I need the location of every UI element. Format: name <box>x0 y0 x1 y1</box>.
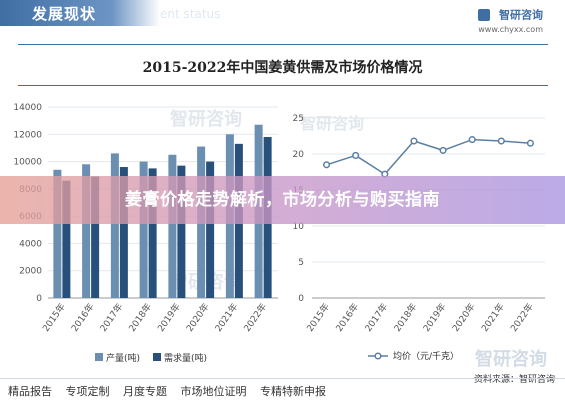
legend-swatch <box>374 352 382 360</box>
legend-label: 需求量(吨) <box>164 352 207 364</box>
header-ghost-text: ent status <box>160 7 221 21</box>
y-tick-label: 14000 <box>13 103 42 113</box>
x-tick-label: 2022年 <box>508 301 536 334</box>
series-line <box>326 138 531 176</box>
bar <box>82 164 91 298</box>
y-tick-label: 2000 <box>19 267 42 277</box>
watermark: 智研咨询 <box>300 114 365 133</box>
x-tick-label: 2019年 <box>420 301 448 334</box>
brand-url: www.chyxx.com <box>478 25 543 34</box>
bar <box>53 169 62 298</box>
legend-label: 均价（元/千克） <box>393 350 459 362</box>
x-tick-label: 2018年 <box>391 301 419 334</box>
x-tick-label: 2017年 <box>97 301 125 334</box>
bar <box>206 161 215 298</box>
x-tick-label: 2021年 <box>212 301 240 334</box>
data-point <box>439 146 447 154</box>
title-rule-bottom <box>18 85 548 86</box>
y-tick-label: 25 <box>293 114 304 124</box>
y-tick-label: 12000 <box>13 130 42 140</box>
chart-title: 2015-2022年中国姜黄供需及市场价格情况 <box>142 60 423 76</box>
x-tick-label: 2015年 <box>304 301 332 334</box>
bar <box>139 161 148 298</box>
legend-swatch <box>95 353 103 361</box>
legend-label: 产量(吨) <box>106 352 140 364</box>
y-tick-label: 10000 <box>13 158 42 168</box>
y-tick-label: 0 <box>36 294 42 304</box>
bar <box>177 165 186 298</box>
overlay-text: 姜膏价格走势解析，市场分析与购买指南 <box>125 190 440 210</box>
y-tick-label: 20 <box>293 150 305 160</box>
x-tick-label: 2020年 <box>183 301 211 334</box>
x-tick-label: 2020年 <box>450 301 478 334</box>
y-tick-label: 0 <box>298 294 304 304</box>
data-point <box>323 161 331 169</box>
footer-item: 专项定制 <box>65 385 110 398</box>
title-rule-top <box>18 44 548 45</box>
footer-item: 专精特新申报 <box>260 385 326 398</box>
footer-item: 月度专题 <box>123 385 167 398</box>
source-note: 资料来源：智研咨询 <box>473 375 555 385</box>
data-point <box>526 139 534 147</box>
y-tick-label: 10 <box>293 222 305 232</box>
x-tick-label: 2018年 <box>126 301 154 334</box>
footer: 精品报告 专项定制 月度专题 市场地位证明 专精特新申报 <box>8 383 336 399</box>
watermark: 智研咨询 <box>475 349 547 370</box>
bar <box>91 176 100 298</box>
x-tick-label: 2017年 <box>362 301 390 334</box>
brand: 智研咨询 www.chyxx.com <box>477 4 543 34</box>
data-point <box>352 151 360 159</box>
footer-item: 精品报告 <box>8 385 52 398</box>
footer-item: 市场地位证明 <box>180 385 247 398</box>
brand-name: 智研咨询 <box>499 8 543 22</box>
x-tick-label: 2021年 <box>479 301 507 334</box>
watermark: 智研咨询 <box>170 109 242 130</box>
bar <box>110 153 119 298</box>
legend-swatch <box>153 353 161 361</box>
data-point <box>497 137 505 145</box>
header-title: 发展现状 <box>32 5 97 23</box>
y-tick-label: 5 <box>298 258 304 268</box>
bar <box>119 167 128 298</box>
y-tick-label: 4000 <box>19 239 42 249</box>
data-point <box>410 137 418 145</box>
header: 发展现状 ent status 智研咨询 www.chyxx.com <box>0 0 565 36</box>
bar <box>148 168 157 298</box>
bar <box>62 180 71 298</box>
x-tick-label: 2022年 <box>241 301 269 334</box>
x-tick-label: 2016年 <box>68 301 96 334</box>
overlay-banner: 姜膏价格走势解析，市场分析与购买指南 <box>0 176 565 224</box>
x-tick-label: 2016年 <box>333 301 361 334</box>
x-tick-label: 2015年 <box>40 301 68 334</box>
footer-rule <box>0 378 565 379</box>
header-bar <box>0 0 160 26</box>
brand-logo-icon <box>477 8 490 21</box>
bar <box>168 154 177 298</box>
data-point <box>468 136 476 144</box>
x-tick-label: 2019年 <box>155 301 183 334</box>
watermark: 智研咨询 <box>170 272 242 293</box>
